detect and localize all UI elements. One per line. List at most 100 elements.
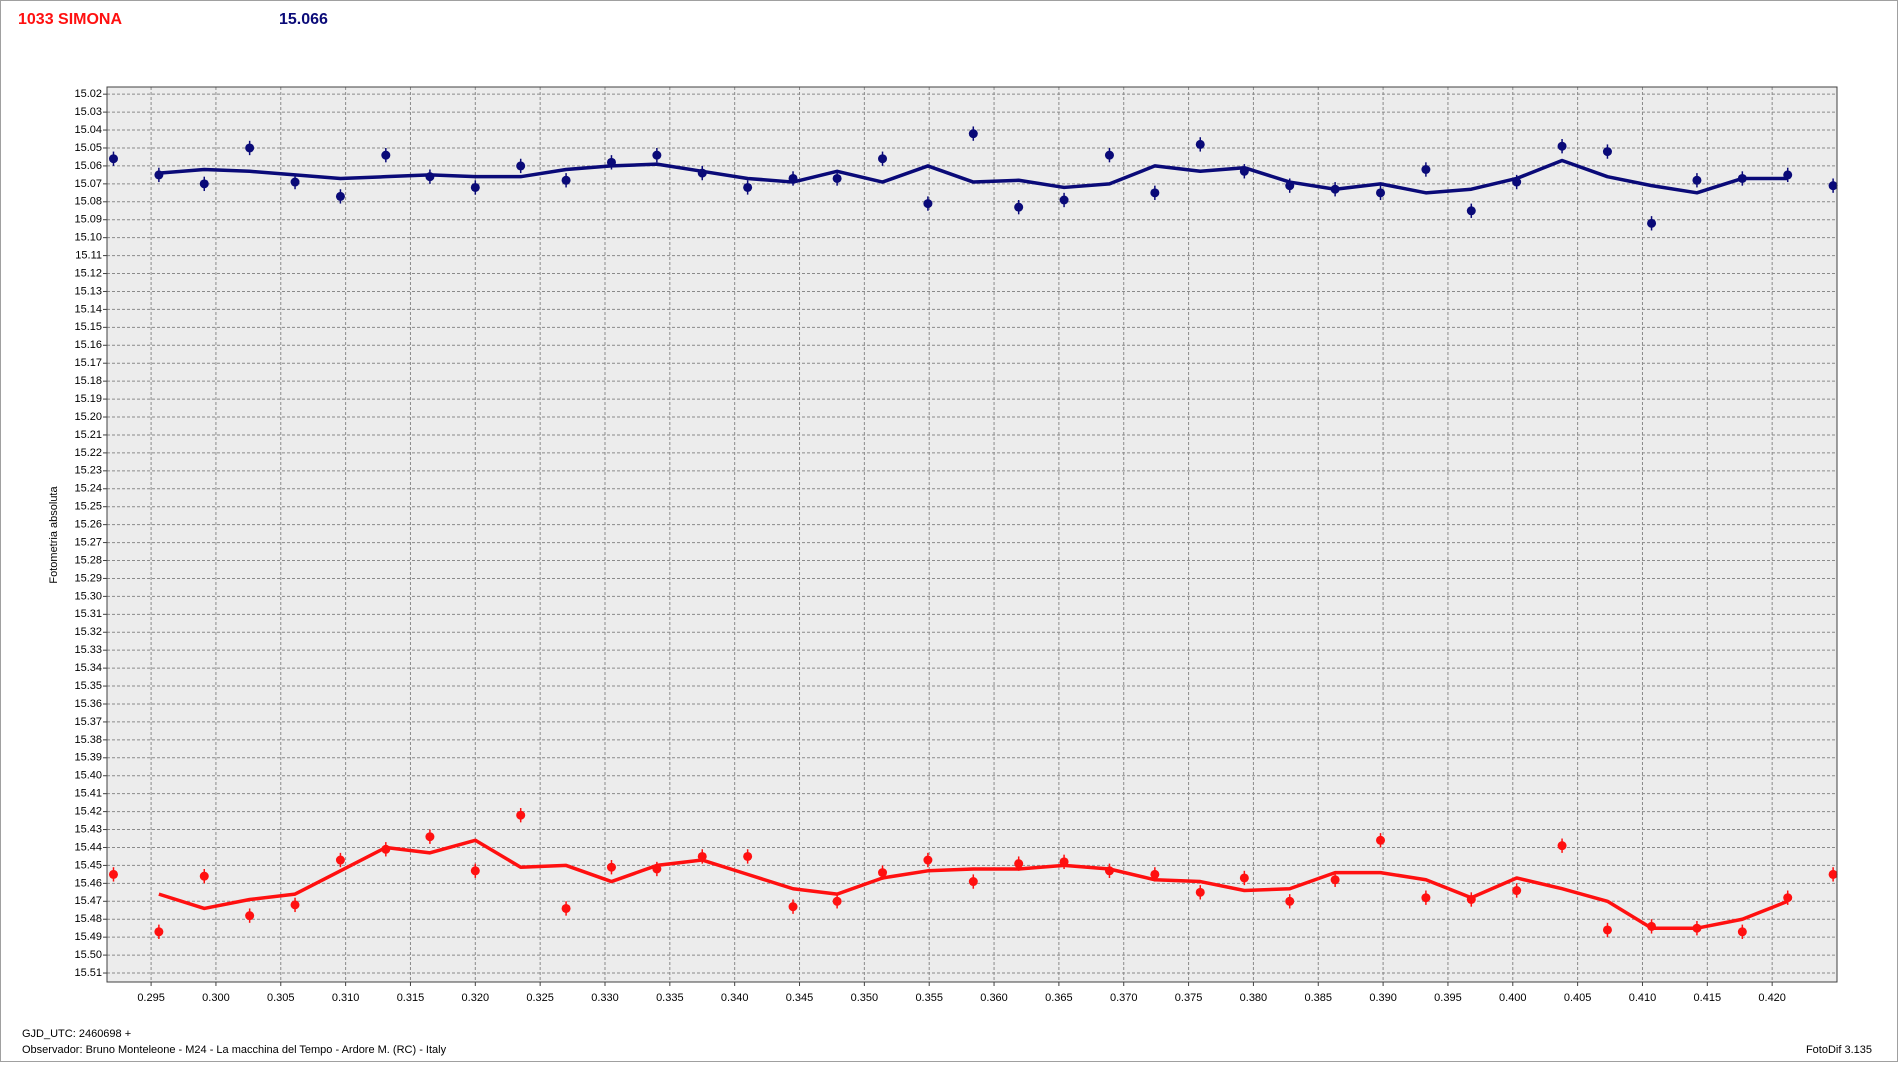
data-point [381,150,391,160]
x-tick-label: 0.355 [915,992,943,1004]
data-point [832,896,842,906]
data-point [652,150,662,160]
data-point [1828,869,1838,879]
y-tick-label: 15.39 [74,752,102,764]
data-point [1737,927,1747,937]
data-point [743,182,753,192]
x-tick-label: 0.345 [786,992,814,1004]
x-tick-label: 0.295 [137,992,165,1004]
data-point [561,903,571,913]
data-point [878,154,888,164]
data-point [788,902,798,912]
footer-software: FotoDif 3.135 [1806,1044,1872,1056]
y-tick-label: 15.34 [74,662,102,674]
data-point [1557,841,1567,851]
y-tick-label: 15.46 [74,877,102,889]
x-tick-label: 0.365 [1045,992,1073,1004]
y-tick-label: 15.15 [74,321,102,333]
data-point [1376,188,1386,198]
y-tick-label: 15.30 [74,590,102,602]
y-tick-label: 15.37 [74,716,102,728]
plot-area [107,87,1837,982]
x-tick-label: 0.310 [332,992,360,1004]
y-tick-label: 15.38 [74,734,102,746]
data-point [1783,893,1793,903]
y-tick-label: 15.02 [74,88,102,100]
data-point [1647,218,1657,228]
data-point [923,199,933,209]
y-tick-label: 15.11 [75,250,102,262]
x-tick-label: 0.380 [1240,992,1268,1004]
data-point [108,154,118,164]
y-tick-label: 15.10 [74,232,102,244]
y-tick-label: 15.21 [74,429,102,441]
data-point [1059,195,1069,205]
data-point [832,173,842,183]
x-tick-label: 0.410 [1629,992,1657,1004]
data-point [1150,869,1160,879]
data-point [1421,893,1431,903]
y-tick-label: 15.20 [74,411,102,423]
data-point [1104,150,1114,160]
data-point [425,832,435,842]
y-tick-label: 15.26 [74,519,102,531]
x-tick-label: 0.330 [591,992,619,1004]
y-tick-label: 15.47 [74,895,102,907]
x-tick-label: 0.315 [397,992,425,1004]
data-point [335,855,345,865]
x-tick-label: 0.335 [656,992,684,1004]
data-point [470,182,480,192]
plot-layer [103,87,1838,986]
y-tick-label: 15.03 [74,106,102,118]
data-point [1602,147,1612,157]
y-tick-label: 15.08 [74,196,102,208]
data-point [606,862,616,872]
data-point [1828,181,1838,191]
y-tick-label: 15.23 [74,465,102,477]
footer-date: GJD_UTC: 2460698 + [22,1028,131,1040]
x-tick-label: 0.390 [1369,992,1397,1004]
y-tick-label: 15.49 [74,931,102,943]
y-tick-label: 15.41 [74,788,102,800]
data-point [1421,165,1431,175]
y-tick-label: 15.40 [74,770,102,782]
data-point [516,161,526,171]
data-point [245,143,255,153]
y-tick-label: 15.19 [74,393,102,405]
data-point [743,851,753,861]
data-point [968,129,978,139]
y-tick-label: 15.25 [74,501,102,513]
y-tick-label: 15.50 [74,949,102,961]
data-point [199,871,209,881]
y-tick-label: 15.18 [74,375,102,387]
x-tick-label: 0.325 [526,992,554,1004]
data-point [108,869,118,879]
x-tick-label: 0.385 [1304,992,1332,1004]
data-point [290,900,300,910]
data-point [1195,139,1205,149]
data-point [1692,175,1702,185]
y-tick-label: 15.42 [74,806,102,818]
data-point [245,911,255,921]
y-tick-label: 15.28 [74,554,102,566]
y-tick-label: 15.06 [74,160,102,172]
y-tick-label: 15.33 [74,644,102,656]
y-tick-label: 15.24 [74,483,102,495]
y-tick-label: 15.43 [74,823,102,835]
data-point [1330,875,1340,885]
data-point [290,177,300,187]
x-tick-label: 0.320 [462,992,490,1004]
data-point [968,877,978,887]
data-point [1014,859,1024,869]
y-tick-label: 15.51 [74,967,102,979]
data-point [1239,873,1249,883]
y-tick-label: 15.09 [74,214,102,226]
y-tick-label: 15.22 [74,447,102,459]
x-tick-label: 0.415 [1694,992,1722,1004]
fit-line [158,838,1789,930]
x-tick-label: 0.360 [980,992,1008,1004]
y-tick-label: 15.48 [74,913,102,925]
y-tick-label: 15.07 [74,178,102,190]
y-tick-label: 15.27 [74,536,102,548]
